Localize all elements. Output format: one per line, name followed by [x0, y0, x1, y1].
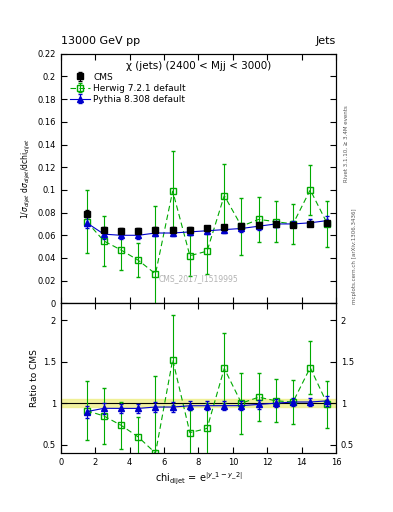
Text: mcplots.cern.ch [arXiv:1306.3436]: mcplots.cern.ch [arXiv:1306.3436] — [352, 208, 357, 304]
Text: Rivet 3.1.10, ≥ 3.4M events: Rivet 3.1.10, ≥ 3.4M events — [344, 105, 349, 182]
Bar — [61, 399, 336, 407]
Y-axis label: Ratio to CMS: Ratio to CMS — [30, 349, 39, 407]
Text: CMS_2017_I1519995: CMS_2017_I1519995 — [159, 274, 238, 284]
Text: 13000 GeV pp: 13000 GeV pp — [61, 36, 140, 46]
Text: χ (jets) (2400 < Mjj < 3000): χ (jets) (2400 < Mjj < 3000) — [126, 61, 271, 71]
Text: Jets: Jets — [316, 36, 336, 46]
X-axis label: chi$_{\mathregular{dijet}}$ = e$^{|y\_1-y\_2|}$: chi$_{\mathregular{dijet}}$ = e$^{|y\_1-… — [154, 471, 242, 487]
Y-axis label: 1/$\sigma_{dijet}$ d$\sigma_{dijet}$/dchi$_{dijet}$: 1/$\sigma_{dijet}$ d$\sigma_{dijet}$/dch… — [20, 138, 33, 219]
Legend: CMS, Herwig 7.2.1 default, Pythia 8.308 default: CMS, Herwig 7.2.1 default, Pythia 8.308 … — [68, 71, 188, 106]
